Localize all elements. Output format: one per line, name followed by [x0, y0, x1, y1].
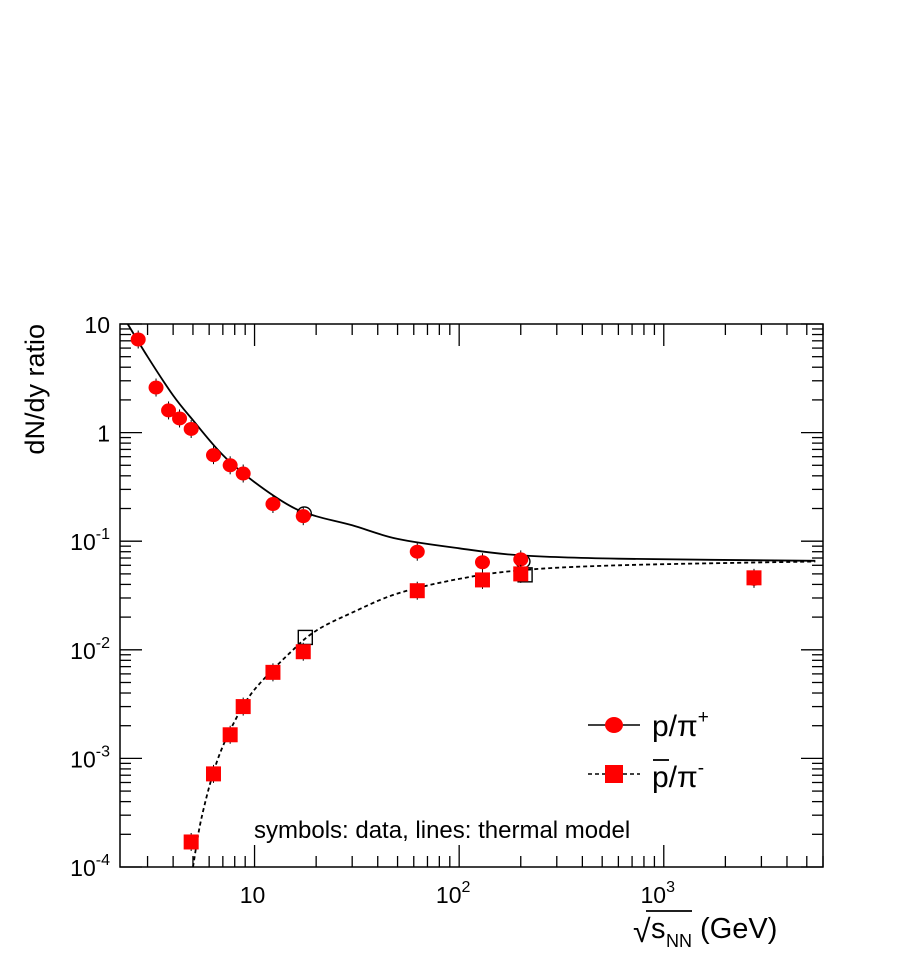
- legend-label-proton: p/π+: [652, 707, 709, 743]
- data-point-antiproton: [474, 572, 490, 588]
- data-point-proton: [148, 380, 164, 395]
- plot-frame-rect: [119, 323, 824, 868]
- x-tick-label-base: 10: [436, 882, 462, 908]
- data-point-antiproton: [235, 699, 251, 715]
- x-tick-label-exponent: 3: [666, 879, 675, 896]
- data-point-antiproton: [205, 766, 221, 782]
- y-tick-label-exponent: -3: [96, 743, 110, 760]
- data-point-proton: [235, 466, 251, 481]
- x-tick-label: 103: [641, 879, 676, 908]
- data-point-antiproton: [513, 566, 529, 582]
- data-point-proton: [222, 458, 238, 473]
- legend-label-antiproton-main: p/π: [652, 761, 698, 794]
- x-axis-label-suffix: (GeV): [692, 913, 777, 945]
- data-point-proton: [265, 497, 281, 512]
- x-tick-label: 102: [436, 879, 471, 908]
- legend-entry-antiproton: p/π-: [588, 758, 704, 794]
- data-point-proton: [161, 403, 177, 418]
- x-tick-label: 10: [240, 882, 266, 908]
- legend-marker-square: [605, 765, 623, 783]
- model-curve-proton: [126, 323, 816, 562]
- y-tick-label: 10-3: [70, 743, 110, 772]
- legend-label-proton-main: p/π: [652, 710, 698, 743]
- model-curves: [126, 323, 816, 868]
- x-tick-label-exponent: 2: [462, 879, 471, 896]
- x-axis-label-root: √: [633, 913, 651, 949]
- y-tick-label-exponent: -1: [96, 526, 110, 543]
- legend-marker-circle: [605, 717, 623, 733]
- data-point-proton: [130, 332, 146, 347]
- x-tick-label-base: 10: [240, 882, 266, 908]
- axis-ticks: [120, 323, 824, 868]
- y-axis-label: dN/dy ratio: [20, 324, 50, 455]
- data-point-proton: [295, 509, 311, 524]
- data-point-antiproton: [746, 570, 762, 586]
- x-axis-label: √ s NN (GeV): [633, 910, 777, 951]
- y-tick-label-base: 10: [70, 746, 96, 772]
- y-tick-label-base: 10: [70, 638, 96, 664]
- data-point-antiproton: [265, 664, 281, 680]
- plot-frame: [119, 323, 824, 868]
- x-axis-label-subscript: NN: [666, 931, 692, 951]
- data-point-proton: [172, 411, 188, 426]
- y-tick-label-base: 10: [84, 312, 110, 338]
- y-tick-label-exponent: -2: [96, 635, 110, 652]
- data-point-antiproton: [183, 834, 199, 850]
- y-tick-label: 10-1: [70, 526, 110, 555]
- data-point-antiproton: [222, 727, 238, 743]
- legend-label-proton-sup: +: [698, 707, 709, 728]
- y-tick-label: 1: [97, 421, 110, 447]
- legend: p/π+ p/π-: [588, 707, 709, 794]
- y-tick-label-base: 10: [70, 529, 96, 555]
- y-tick-label: 10-2: [70, 635, 110, 664]
- data-point-proton: [183, 421, 199, 436]
- y-tick-label: 10: [84, 312, 110, 338]
- data-point-proton: [409, 544, 425, 559]
- legend-entry-proton: p/π+: [588, 707, 709, 743]
- data-point-antiproton: [295, 644, 311, 660]
- legend-label-antiproton-sup: -: [698, 758, 704, 779]
- annotation: symbols: data, lines: thermal model: [254, 817, 630, 844]
- x-tick-label-base: 10: [641, 882, 667, 908]
- data-point-proton: [513, 552, 529, 567]
- y-tick-label-base: 10: [70, 855, 96, 881]
- data-point-antiproton: [409, 583, 425, 599]
- legend-label-antiproton: p/π-: [652, 758, 704, 794]
- y-tick-label-base: 1: [97, 421, 110, 447]
- data-point-proton: [474, 555, 490, 570]
- data-point-proton: [205, 448, 221, 463]
- y-tick-label-exponent: -4: [96, 852, 110, 869]
- data-points: [130, 330, 762, 851]
- x-axis-label-main: s: [651, 913, 666, 945]
- y-tick-label: 10-4: [70, 852, 110, 881]
